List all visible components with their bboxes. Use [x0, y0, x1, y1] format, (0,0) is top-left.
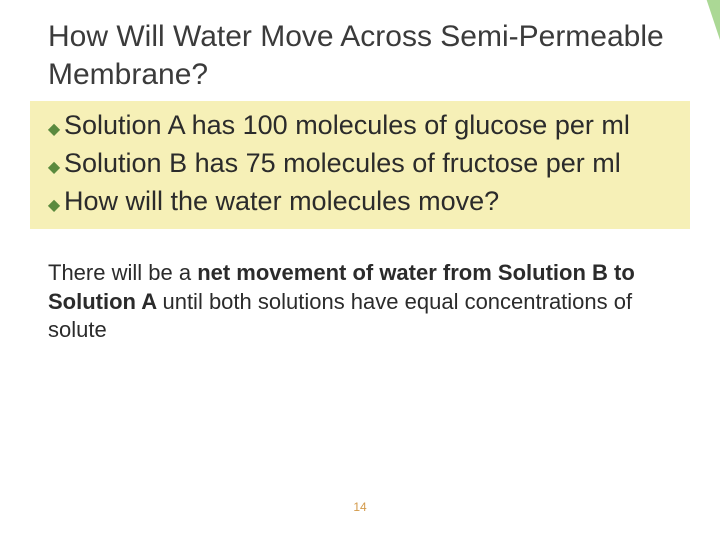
bullet-text: How will the water molecules move?	[64, 185, 499, 219]
bullet-icon: ◆	[44, 153, 64, 183]
bullets-box: ◆ Solution A has 100 molecules of glucos…	[30, 101, 690, 229]
bullet-item: ◆ How will the water molecules move?	[44, 185, 680, 221]
bullet-icon: ◆	[44, 115, 64, 145]
page-number: 14	[353, 500, 366, 514]
answer-prefix: There will be a	[48, 260, 197, 285]
bullet-item: ◆ Solution A has 100 molecules of glucos…	[44, 109, 680, 145]
bullet-text: Solution B has 75 molecules of fructose …	[64, 147, 621, 181]
bullet-item: ◆ Solution B has 75 molecules of fructos…	[44, 147, 680, 183]
answer-text: There will be a net movement of water fr…	[48, 259, 676, 345]
slide-title: How Will Water Move Across Semi-Permeabl…	[0, 0, 720, 97]
bullet-text: Solution A has 100 molecules of glucose …	[64, 109, 630, 143]
bullet-icon: ◆	[44, 191, 64, 221]
